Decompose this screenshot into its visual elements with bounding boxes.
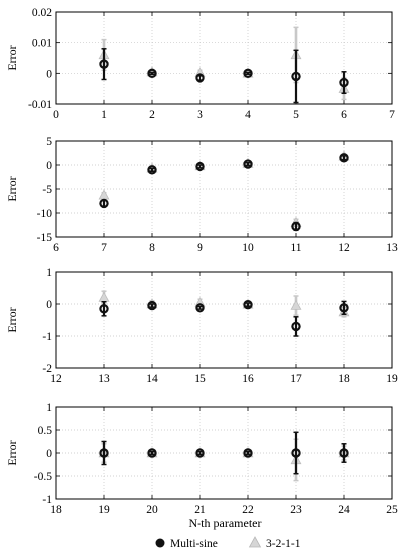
x-tick-label: 19 bbox=[98, 504, 110, 516]
x-tick-label: 18 bbox=[338, 373, 350, 385]
legend-label-multi-sine: Multi-sine bbox=[170, 538, 218, 550]
x-tick-label: 24 bbox=[338, 504, 350, 516]
x-tick-label: 2 bbox=[149, 109, 155, 121]
x-tick-label: 23 bbox=[290, 504, 302, 516]
y-tick-label: -0.5 bbox=[34, 471, 52, 483]
legend-label-3-2-1-1: 3-2-1-1 bbox=[266, 538, 301, 550]
y-axis-label: Error bbox=[5, 45, 19, 70]
y-tick-label: 0 bbox=[46, 299, 52, 311]
x-tick-label: 21 bbox=[194, 504, 206, 516]
x-tick-label: 14 bbox=[146, 373, 158, 385]
legend-marker-3-2-1-1 bbox=[248, 536, 262, 548]
y-axis-label: Error bbox=[5, 176, 19, 201]
legend: Multi-sine 3-2-1-1 bbox=[155, 536, 301, 550]
x-tick-label: 4 bbox=[245, 109, 251, 121]
x-tick-label: 13 bbox=[386, 242, 398, 254]
data-point bbox=[291, 71, 301, 82]
x-tick-label: 10 bbox=[242, 242, 254, 254]
x-tick-label: 6 bbox=[53, 242, 59, 254]
data-point bbox=[243, 159, 253, 169]
y-tick-label: 0.02 bbox=[32, 7, 52, 19]
y-tick-label: 0 bbox=[46, 160, 52, 172]
data-point bbox=[339, 303, 349, 313]
plot-frame bbox=[55, 11, 393, 105]
x-tick-label: 5 bbox=[293, 109, 299, 121]
data-point bbox=[339, 77, 349, 88]
data-point bbox=[339, 448, 349, 458]
x-tick-label: 12 bbox=[338, 242, 350, 254]
x-tick-label: 13 bbox=[98, 373, 110, 385]
x-tick-label: 17 bbox=[290, 373, 302, 385]
data-point bbox=[243, 68, 253, 79]
y-tick-label: -10 bbox=[37, 208, 53, 220]
series-multi-sine bbox=[99, 153, 349, 232]
data-point bbox=[99, 448, 109, 458]
data-point bbox=[291, 321, 301, 332]
x-tick-label: 19 bbox=[386, 373, 398, 385]
series-multi-sine bbox=[99, 431, 349, 475]
y-tick-label: -1 bbox=[42, 331, 52, 343]
data-point bbox=[99, 198, 109, 209]
data-point bbox=[291, 448, 301, 458]
x-tick-label: 3 bbox=[197, 109, 203, 121]
data-point bbox=[147, 68, 157, 79]
data-point bbox=[99, 59, 109, 69]
data-point bbox=[147, 300, 157, 311]
plot-frame bbox=[55, 271, 393, 369]
x-tick-label: 7 bbox=[101, 242, 107, 254]
chart-panel-4: 18 19 20 21 22 23 24 25 -1 -0.5 0 0.5 1 Error bbox=[5, 402, 398, 516]
x-tick-label: 12 bbox=[50, 373, 62, 385]
data-point bbox=[99, 304, 109, 314]
chart-panel-3: 12 13 14 15 16 17 18 19 -2 -1 0 1 Error bbox=[5, 267, 398, 385]
data-point bbox=[243, 448, 253, 458]
x-tick-label: 6 bbox=[341, 109, 347, 121]
x-tick-label: 8 bbox=[149, 242, 155, 254]
x-tick-label: 9 bbox=[197, 242, 203, 254]
y-tick-label: 1 bbox=[46, 402, 52, 414]
data-point bbox=[195, 73, 205, 83]
y-tick-label: 1 bbox=[46, 267, 52, 279]
y-tick-label: -5 bbox=[42, 184, 52, 196]
y-axis-label: Error bbox=[5, 440, 19, 465]
data-point bbox=[195, 448, 205, 458]
x-tick-label: 25 bbox=[386, 504, 398, 516]
x-tick-label: 18 bbox=[50, 504, 62, 516]
series-multi-sine bbox=[99, 48, 349, 104]
y-tick-label: 5 bbox=[46, 136, 52, 148]
y-tick-label: 0.01 bbox=[32, 38, 52, 50]
data-point bbox=[147, 165, 157, 175]
x-tick-label: 7 bbox=[389, 109, 395, 121]
y-tick-label: 0 bbox=[46, 448, 52, 460]
data-point bbox=[339, 153, 349, 163]
x-tick-label: 11 bbox=[290, 242, 301, 254]
y-tick-label: -15 bbox=[37, 232, 53, 244]
data-point bbox=[291, 221, 301, 232]
x-tick-label: 22 bbox=[242, 504, 254, 516]
y-tick-label: 0 bbox=[46, 68, 52, 80]
y-axis-label: Error bbox=[5, 307, 19, 332]
x-tick-label: 0 bbox=[53, 109, 59, 121]
y-tick-label: 0.5 bbox=[38, 425, 53, 437]
data-point bbox=[195, 303, 205, 313]
x-tick-label: 1 bbox=[101, 109, 107, 121]
x-tick-label: 15 bbox=[194, 373, 206, 385]
data-point bbox=[290, 299, 302, 310]
y-tick-label: -0.01 bbox=[28, 99, 52, 111]
y-tick-label: -1 bbox=[42, 494, 52, 506]
data-point bbox=[147, 448, 157, 458]
x-tick-label: 20 bbox=[146, 504, 158, 516]
data-point bbox=[195, 161, 205, 172]
chart-panel-2: 6 7 8 9 10 11 12 13 -15 -10 -5 0 5 Error bbox=[5, 136, 398, 254]
x-axis-label: N-th parameter bbox=[189, 516, 262, 530]
x-tick-label: 16 bbox=[242, 373, 254, 385]
data-point bbox=[243, 299, 253, 310]
legend-marker-multi-sine bbox=[155, 538, 165, 548]
y-tick-label: -2 bbox=[42, 363, 52, 375]
series-multi-sine bbox=[99, 299, 349, 337]
